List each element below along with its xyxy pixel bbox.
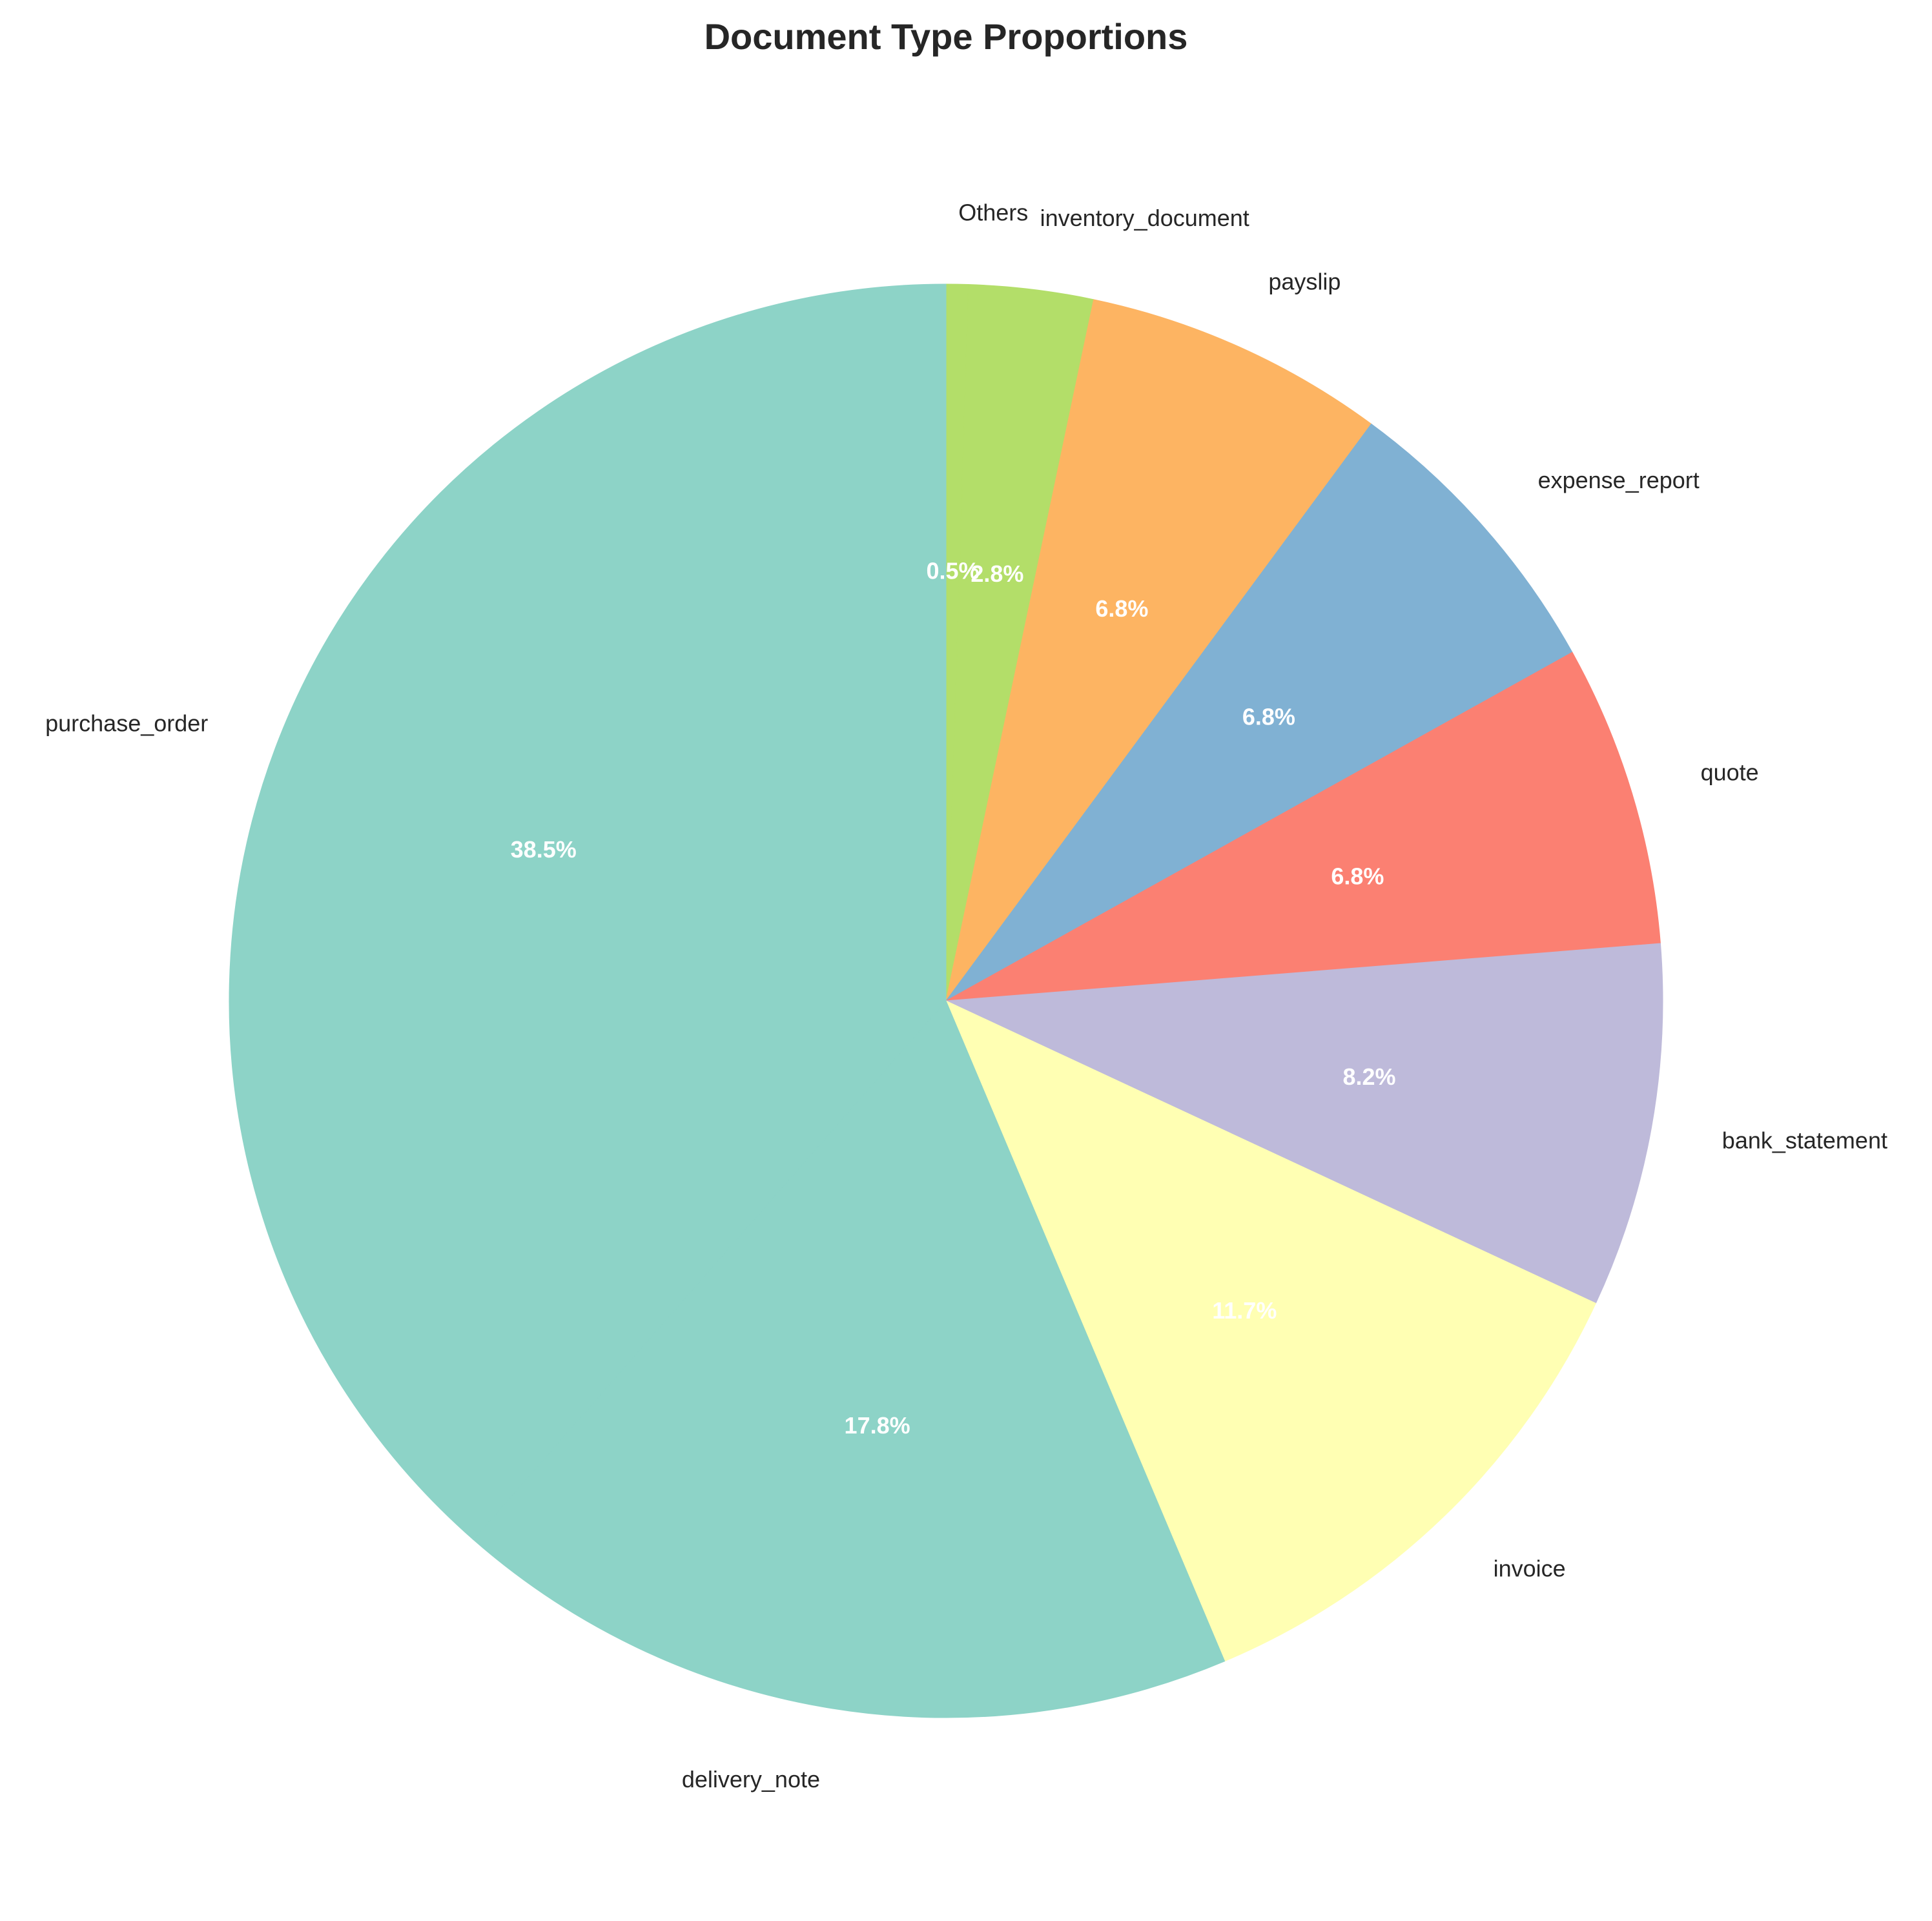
- pie-percent-label-payslip: 6.8%: [1095, 595, 1148, 622]
- pie-percent-label-others: 0.5%: [926, 558, 979, 584]
- chart-title: Document Type Proportions: [704, 16, 1188, 57]
- pie-percent-label-invoice: 11.7%: [1212, 1297, 1277, 1324]
- pie-percent-label-purchase-order: 38.5%: [511, 836, 577, 863]
- pie-category-label-inventory-document: inventory_document: [1040, 205, 1249, 231]
- pie-slice-delivery-note: [473, 1000, 1226, 1718]
- pie-slice-expense-report: [945, 423, 1573, 1002]
- pie-category-label-payslip: payslip: [1268, 268, 1341, 294]
- pie-slices: [229, 283, 1663, 1718]
- pie-category-label-others: Others: [958, 200, 1028, 226]
- pie-percent-label-delivery-note: 17.8%: [845, 1412, 910, 1439]
- pie-category-label-delivery-note: delivery_note: [682, 1766, 820, 1793]
- pie-slice-payslip: [945, 299, 1372, 1002]
- pie-percent-label-inventory-document: 2.8%: [971, 560, 1023, 587]
- pie-category-label-expense-report: expense_report: [1538, 467, 1700, 493]
- pie-percent-labels: 0.5%2.8% 6.8% 6.8% 6.8% 8.2% 11.7% 17.8% 38.5%: [511, 558, 1396, 1439]
- pie-category-label-bank-statement: bank_statement: [1722, 1127, 1887, 1153]
- pie-category-label-purchase-order: purchase_order: [45, 710, 208, 736]
- pie-category-label-invoice: invoice: [1494, 1555, 1566, 1581]
- pie-percent-label-expense-report: 6.8%: [1242, 704, 1295, 730]
- pie-slice-invoice: [945, 1000, 1597, 1662]
- pie-slice-quote: [945, 652, 1661, 1002]
- pie-category-label-quote: quote: [1701, 759, 1759, 786]
- pie-slice-purchase-order: [229, 283, 947, 1541]
- pie-slice-bank-statement: [945, 943, 1663, 1304]
- pie-percent-label-bank-statement: 8.2%: [1342, 1063, 1395, 1090]
- pie-percent-label-quote: 6.8%: [1331, 863, 1384, 890]
